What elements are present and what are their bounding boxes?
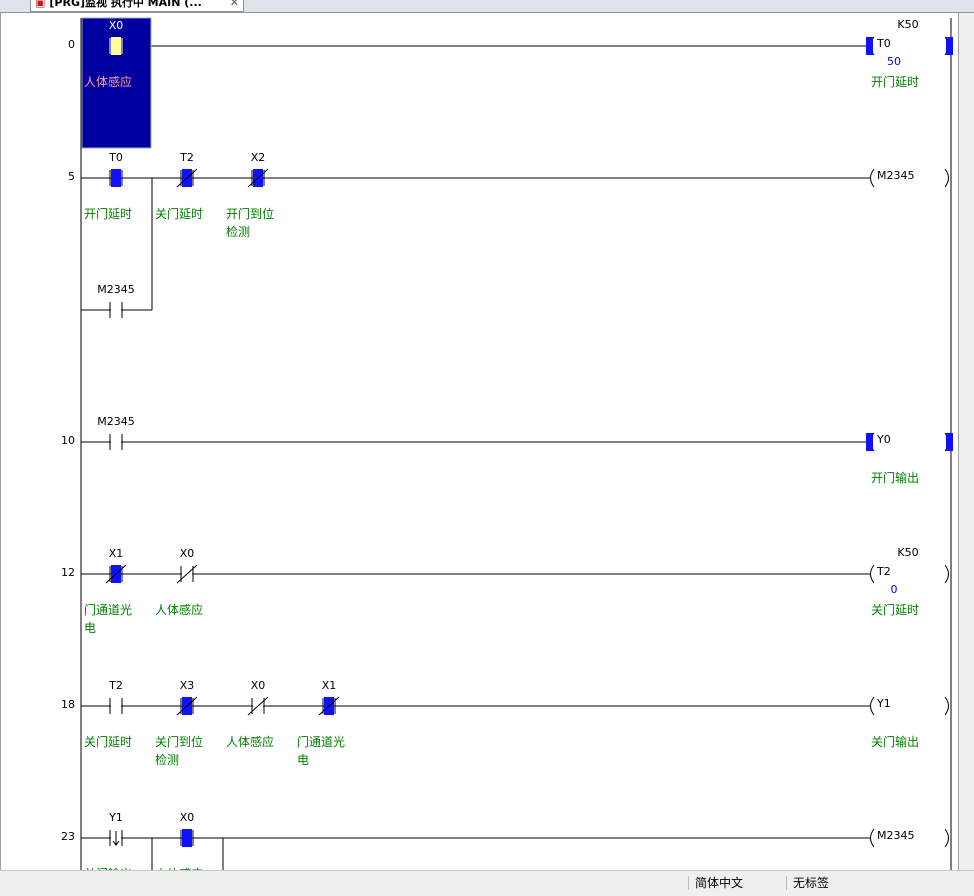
coil-label: Y0 — [877, 433, 891, 446]
contact-comment: 人体感应 — [226, 735, 275, 749]
coil-label: T2 — [877, 565, 891, 578]
contact-label: T2 — [109, 679, 123, 692]
contact-comment: 人体感应 — [84, 75, 133, 89]
contact-comment: 开门到位检测 — [226, 207, 275, 239]
coil-current: 50 — [887, 55, 901, 68]
ladder-area: 0 X0 人体感应 T0 K50 50 开门延时 5 T0 开门延时 T2 关门延时 X2 开门到位检测 M… — [0, 13, 961, 870]
tab[interactable]: ▣ [PRG]监视 执行中 MAIN (... ✕ — [30, 0, 244, 12]
contact-label: X2 — [250, 151, 266, 164]
tab-bar: ▣ [PRG]监视 执行中 MAIN (... ✕ — [0, 0, 974, 13]
contact-slash — [247, 168, 269, 188]
contact-gap — [111, 433, 121, 451]
contact-slash — [176, 696, 198, 716]
contact-label: M2345 — [97, 283, 135, 296]
contact-label: X1 — [321, 679, 337, 692]
contact-label: X0 — [179, 811, 195, 824]
coil-left — [870, 696, 875, 716]
contact-on — [111, 37, 121, 55]
contact-label: T0 — [109, 151, 123, 164]
contact-comment: 关门输出 — [84, 865, 136, 870]
contact-comment: 关门到位检测 — [155, 735, 204, 767]
coil-right — [944, 828, 949, 848]
coil-left — [870, 168, 875, 188]
contact-label: Y1 — [109, 811, 123, 824]
coil-comment: 关门输出 — [871, 735, 920, 749]
step-number: 18 — [61, 698, 75, 711]
contact-label: X0 — [179, 547, 195, 560]
status-label: 无标签 — [786, 876, 873, 890]
step-number: 23 — [61, 830, 75, 843]
step-number: 5 — [68, 170, 75, 183]
contact-label: T2 — [180, 151, 194, 164]
contact-on — [111, 169, 121, 187]
contact-comment: 关门延时 — [84, 735, 133, 749]
contact-comment: 人体感应 — [155, 603, 204, 617]
contact-slash — [247, 696, 269, 716]
status-bar: 简体中文 无标签 — [0, 870, 974, 896]
contact-comment: 开门延时 — [84, 207, 133, 221]
contact-slash — [176, 168, 198, 188]
contact-gap — [111, 301, 121, 319]
coil-left — [870, 828, 875, 848]
coil-left — [870, 564, 875, 584]
coil-label: Y1 — [877, 697, 891, 710]
contact-slash — [176, 564, 198, 584]
ladder-svg — [80, 17, 953, 870]
edge-arrow-head — [112, 840, 120, 846]
coil-right — [944, 168, 949, 188]
contact-label: X1 — [108, 547, 124, 560]
scroll-edge — [958, 13, 974, 870]
status-language: 简体中文 — [688, 876, 785, 890]
coil-on — [946, 37, 953, 55]
step-number: 10 — [61, 434, 75, 447]
step-number: 0 — [68, 38, 75, 51]
contact-comment: 门通道光电 — [84, 603, 133, 635]
contact-comment: 关门延时 — [155, 207, 204, 221]
contact-slash — [318, 696, 340, 716]
coil-right — [944, 696, 949, 716]
coil-preset: K50 — [897, 18, 919, 31]
coil-label: M2345 — [877, 829, 915, 842]
coil-right — [944, 564, 949, 584]
coil-on — [866, 433, 873, 451]
coil-comment: 开门延时 — [871, 75, 920, 89]
tab-title: [PRG]监视 执行中 MAIN (... — [49, 0, 202, 9]
coil-comment: 开门输出 — [871, 471, 920, 485]
coil-label: M2345 — [877, 169, 915, 182]
coil-label: T0 — [877, 37, 891, 50]
contact-label: X0 — [108, 19, 124, 32]
contact-comment: 人体感应 — [155, 865, 207, 870]
coil-current: 0 — [890, 583, 898, 596]
contact-slash — [105, 564, 127, 584]
coil-comment: 关门延时 — [871, 603, 920, 617]
coil-on — [946, 433, 953, 451]
step-number: 12 — [61, 566, 75, 579]
contact-label: M2345 — [97, 415, 135, 428]
contact-comment: 门通道光电 — [297, 735, 346, 767]
contact-label: X3 — [179, 679, 195, 692]
coil-on — [866, 37, 873, 55]
contact-on — [182, 829, 192, 847]
contact-gap — [111, 697, 121, 715]
coil-preset: K50 — [897, 546, 919, 559]
contact-label: X0 — [250, 679, 266, 692]
